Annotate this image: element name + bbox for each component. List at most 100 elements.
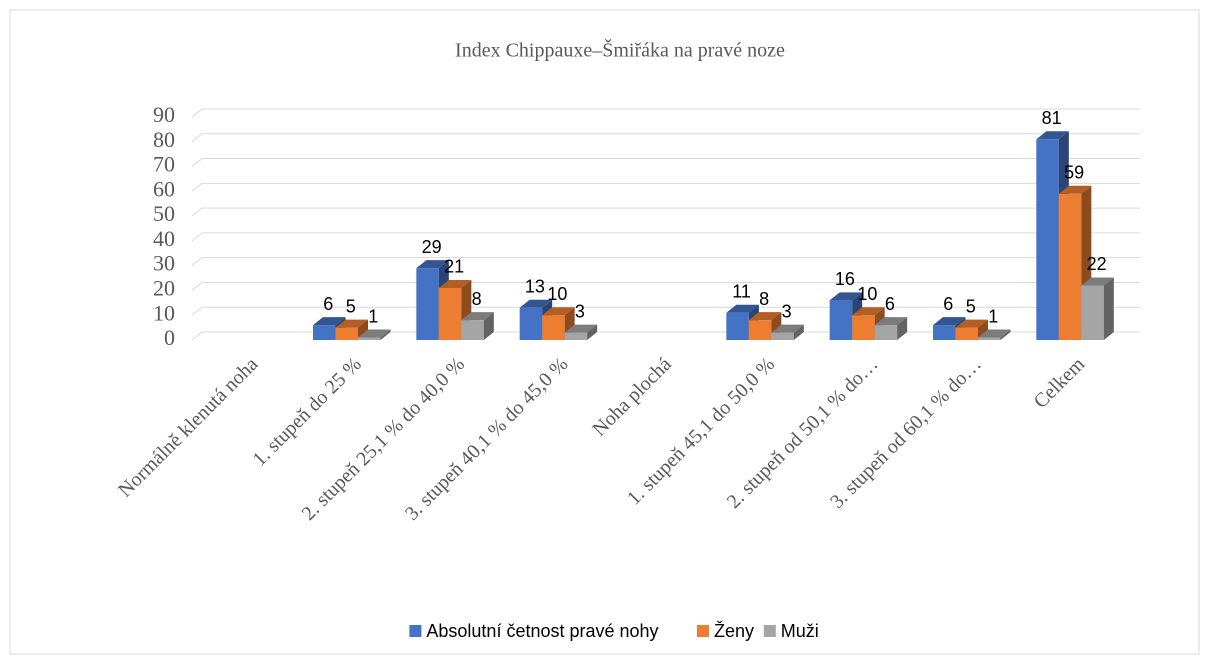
- bar-front: [771, 332, 794, 340]
- bar-top: [416, 260, 449, 269]
- data-label: 21: [444, 257, 464, 277]
- y-tick-label: 40: [153, 226, 175, 251]
- legend-label: Absolutní četnost pravé nohy: [426, 621, 658, 641]
- data-label: 59: [1064, 163, 1084, 183]
- bar-side: [358, 319, 368, 340]
- y-tick-label: 90: [153, 102, 175, 127]
- grid-line: [191, 306, 1140, 316]
- bar-front: [416, 268, 439, 340]
- grid-line: [191, 207, 1140, 217]
- legend-swatch: [763, 625, 776, 637]
- bar: [335, 319, 368, 340]
- bar-front: [874, 325, 898, 340]
- bar-front: [978, 337, 1001, 340]
- bar-side: [1103, 277, 1114, 340]
- grid-line: [191, 182, 1140, 192]
- grid-line: [191, 232, 1140, 242]
- grid-line: [191, 133, 1140, 143]
- bar-front: [1058, 193, 1082, 340]
- data-label: 5: [966, 296, 976, 316]
- bar-front: [852, 315, 875, 340]
- legend-label: Muži: [781, 621, 819, 641]
- data-label: 3: [782, 301, 792, 321]
- bar-top: [933, 317, 966, 326]
- legend-label: Ženy: [714, 621, 754, 641]
- bar-side: [483, 312, 494, 340]
- bar-top: [748, 312, 782, 321]
- bar-top: [829, 292, 863, 301]
- bar-side: [793, 324, 804, 340]
- y-tick-label: 10: [153, 300, 175, 325]
- bar-top: [438, 279, 472, 288]
- bar-front: [335, 327, 358, 340]
- bar-top: [978, 329, 1011, 338]
- bar-side: [587, 324, 598, 340]
- bar-front: [726, 312, 749, 340]
- bar-top: [1058, 185, 1092, 194]
- bar: [978, 329, 1011, 340]
- data-label: 22: [1087, 254, 1107, 274]
- bar-front: [933, 325, 956, 340]
- bar-side: [978, 319, 988, 340]
- y-tick-label: 60: [153, 176, 175, 201]
- data-label: 11: [732, 281, 751, 301]
- data-label: 29: [422, 237, 442, 257]
- data-label: 16: [835, 269, 855, 289]
- bar-top: [852, 307, 885, 316]
- data-label: 8: [759, 289, 769, 309]
- legend-swatch: [409, 625, 422, 637]
- bar-top: [335, 319, 368, 328]
- bar-top: [461, 312, 494, 321]
- bar: [771, 324, 804, 340]
- grid-line: [191, 257, 1140, 267]
- y-tick-label: 50: [153, 201, 175, 226]
- data-label: 81: [1042, 108, 1062, 128]
- data-label: 3: [575, 301, 585, 321]
- bar: [955, 319, 988, 340]
- bar-top: [955, 319, 988, 328]
- bar-top: [564, 324, 598, 333]
- data-label: 8: [472, 289, 482, 309]
- bar-front: [542, 315, 565, 340]
- bar: [874, 317, 908, 340]
- data-label: 6: [323, 294, 333, 314]
- bar-top: [1036, 131, 1069, 140]
- bar-top: [313, 317, 346, 326]
- data-label: 1: [988, 306, 998, 326]
- data-label: 13: [525, 277, 545, 297]
- bar: [1081, 277, 1114, 340]
- y-tick-label: 20: [153, 275, 175, 300]
- y-tick-label: 30: [153, 251, 175, 276]
- bar-front: [829, 300, 853, 340]
- bar-front: [748, 320, 772, 340]
- bar-front: [438, 287, 462, 340]
- bar-top: [1081, 277, 1114, 286]
- y-tick-label: 80: [153, 127, 175, 152]
- bar-top: [771, 324, 804, 333]
- bar-front: [1036, 139, 1059, 340]
- data-label: 1: [368, 306, 378, 326]
- bar: [564, 324, 598, 340]
- data-label: 6: [943, 294, 953, 314]
- bar-top: [874, 317, 908, 326]
- grid-line: [191, 331, 1140, 341]
- y-tick-label: 70: [153, 152, 175, 177]
- bar-front: [955, 327, 978, 340]
- data-label: 10: [547, 284, 567, 304]
- bar-side: [897, 317, 908, 340]
- bar-side: [380, 329, 391, 340]
- grid-line: [191, 108, 1140, 118]
- chart-title: Index Chippauxe–Šmiřáka na pravé noze: [455, 38, 785, 62]
- bar-front: [313, 325, 336, 340]
- bar-front: [461, 320, 484, 340]
- y-tick-label: 0: [164, 325, 175, 350]
- bar-front: [564, 332, 588, 340]
- bar-top: [519, 299, 553, 308]
- bar-front: [519, 307, 543, 340]
- data-label: 10: [857, 284, 877, 304]
- bar-side: [1000, 329, 1011, 340]
- bar: [358, 329, 391, 340]
- bar-front: [1081, 285, 1104, 340]
- bar-top: [726, 304, 759, 313]
